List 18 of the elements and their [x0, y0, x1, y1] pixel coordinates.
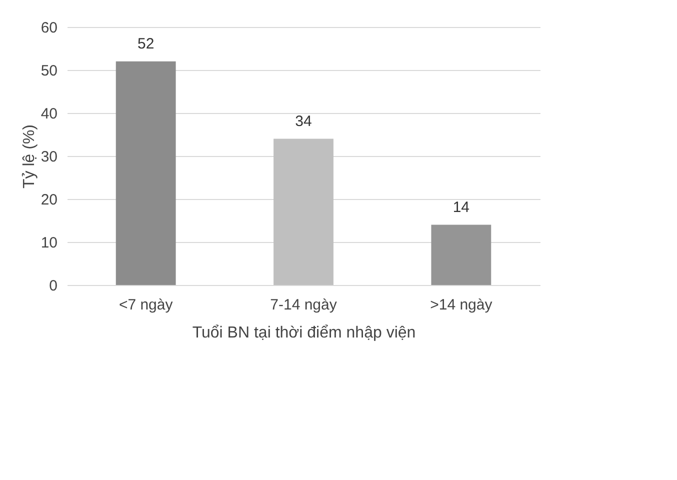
data-label: 52 — [137, 35, 154, 52]
x-axis-title: Tuổi BN tại thời điểm nhập viện — [192, 324, 416, 342]
x-tick-label: >14 ngày — [430, 296, 493, 314]
bar — [116, 61, 176, 285]
y-axis-title: Tỷ lệ (%) — [20, 124, 38, 188]
data-label: 34 — [295, 112, 312, 130]
y-tick-label: 50 — [40, 62, 58, 80]
data-label: 14 — [452, 198, 470, 216]
x-tick-label: 7-14 ngày — [270, 296, 338, 314]
y-tick-label: 60 — [40, 20, 58, 36]
y-tick-label: 40 — [40, 106, 58, 122]
bar — [431, 224, 492, 285]
x-tick-label: <7 ngày — [118, 296, 174, 314]
y-tick-label: 20 — [40, 192, 58, 208]
bar — [274, 138, 334, 285]
y-tick-label: 0 — [49, 278, 58, 294]
y-tick-label: 10 — [40, 234, 58, 252]
y-tick-label: 30 — [40, 148, 58, 166]
